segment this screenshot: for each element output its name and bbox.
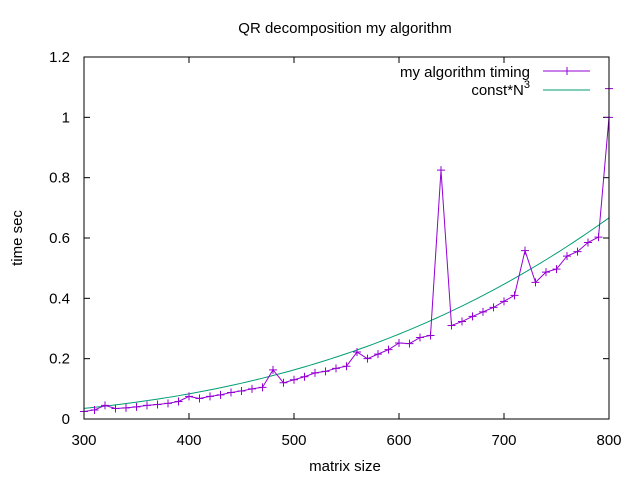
- data-point-marker: [479, 307, 487, 316]
- series-line-timing: [83, 88, 610, 412]
- data-point-marker: [174, 397, 183, 406]
- legend-label-cubic-base: const*N: [471, 82, 524, 99]
- data-point-marker: [132, 402, 141, 411]
- data-point-marker: [437, 166, 445, 175]
- data-point-marker: [531, 278, 540, 287]
- data-point-marker: [353, 348, 361, 357]
- chart-title: QR decomposition my algorithm: [238, 20, 451, 37]
- legend-label-timing: my algorithm timing: [400, 64, 530, 81]
- data-point-marker: [311, 368, 319, 377]
- data-point-marker: [206, 392, 214, 401]
- data-point-marker: [374, 350, 382, 359]
- series-line-cubic: [83, 217, 610, 409]
- data-point-marker: [384, 345, 393, 354]
- y-tick-label: 0.6: [49, 230, 70, 247]
- data-point-marker: [216, 390, 225, 399]
- plot-frame: [83, 56, 610, 420]
- y-tick-label: 1.2: [49, 49, 70, 66]
- data-point-marker: [510, 291, 519, 300]
- series-layer: [80, 84, 613, 416]
- data-point-marker: [290, 375, 298, 384]
- data-point-marker: [395, 338, 403, 347]
- legend: my algorithm timing const*N3: [400, 64, 590, 99]
- data-point-marker: [405, 339, 414, 348]
- data-point-marker: [552, 265, 561, 274]
- data-point-marker: [248, 384, 256, 393]
- data-point-marker: [489, 303, 498, 312]
- y-axis-label: time sec: [9, 210, 26, 266]
- data-point-marker: [237, 386, 246, 395]
- data-point-marker: [195, 394, 204, 403]
- data-point-marker: [90, 405, 99, 414]
- data-point-marker: [447, 321, 456, 330]
- data-point-marker: [468, 312, 477, 321]
- data-point-marker: [594, 233, 603, 242]
- data-point-marker: [279, 378, 288, 387]
- data-point-marker: [521, 246, 529, 255]
- data-point-marker: [458, 317, 466, 326]
- x-tick-label: 300: [71, 432, 96, 449]
- data-point-marker: [332, 364, 340, 373]
- data-point-marker: [300, 372, 309, 381]
- x-tick-label: 400: [176, 432, 201, 449]
- data-point-marker: [269, 365, 277, 374]
- legend-label-cubic-sup: 3: [524, 79, 530, 91]
- data-point-marker: [363, 354, 372, 363]
- y-tick-label: 0.4: [49, 290, 70, 307]
- data-point-marker: [258, 383, 267, 392]
- x-tick-label: 800: [596, 432, 621, 449]
- legend-label-cubic: const*N3: [471, 79, 530, 99]
- y-tick-label: 1: [62, 109, 70, 126]
- data-point-marker: [185, 392, 193, 401]
- y-tick-label: 0.2: [49, 351, 70, 368]
- data-point-marker: [101, 401, 109, 410]
- data-point-marker: [573, 247, 582, 256]
- x-tick-label: 500: [281, 432, 306, 449]
- y-tick-label: 0: [62, 411, 70, 428]
- data-point-marker: [143, 401, 151, 410]
- x-axis-label: matrix size: [309, 458, 381, 475]
- data-point-marker: [563, 252, 571, 261]
- data-point-marker: [111, 404, 120, 413]
- x-tick-label: 700: [491, 432, 516, 449]
- data-point-marker: [122, 403, 130, 412]
- data-point-marker: [227, 388, 235, 397]
- data-point-marker: [584, 238, 592, 247]
- data-point-marker: [321, 367, 330, 376]
- data-point-marker: [416, 333, 424, 342]
- data-point-marker: [542, 268, 550, 277]
- data-point-marker: [153, 400, 162, 409]
- data-point-marker: [342, 362, 351, 371]
- y-tick-label: 0.8: [49, 170, 70, 187]
- data-point-marker: [426, 331, 435, 340]
- legend-marker-timing: [563, 67, 571, 75]
- data-point-marker: [500, 297, 508, 306]
- x-tick-label: 600: [386, 432, 411, 449]
- x-axis-ticks: 300 400 500 600 700 800: [71, 57, 622, 449]
- data-point-marker: [164, 399, 172, 408]
